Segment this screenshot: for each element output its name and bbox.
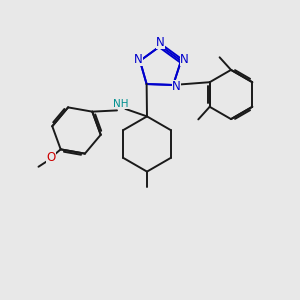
Text: N: N [156, 36, 165, 50]
Text: N: N [172, 80, 181, 93]
Text: N: N [134, 53, 143, 66]
Text: N: N [180, 53, 188, 66]
Text: O: O [46, 151, 56, 164]
Text: NH: NH [113, 99, 129, 110]
